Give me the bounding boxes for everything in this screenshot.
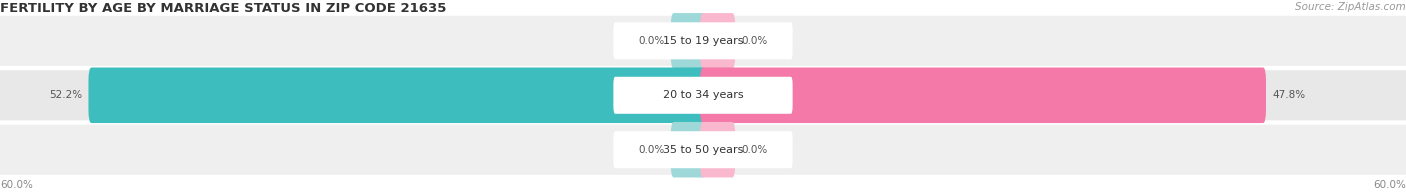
Text: 0.0%: 0.0% — [742, 36, 768, 46]
FancyBboxPatch shape — [671, 122, 706, 178]
FancyBboxPatch shape — [89, 67, 706, 123]
FancyBboxPatch shape — [0, 70, 1406, 120]
Text: 0.0%: 0.0% — [638, 145, 665, 155]
Text: FERTILITY BY AGE BY MARRIAGE STATUS IN ZIP CODE 21635: FERTILITY BY AGE BY MARRIAGE STATUS IN Z… — [0, 2, 446, 15]
Text: 47.8%: 47.8% — [1272, 90, 1306, 100]
Text: Source: ZipAtlas.com: Source: ZipAtlas.com — [1295, 2, 1406, 12]
FancyBboxPatch shape — [700, 67, 1265, 123]
FancyBboxPatch shape — [613, 131, 793, 168]
Text: 35 to 50 years: 35 to 50 years — [662, 145, 744, 155]
FancyBboxPatch shape — [0, 125, 1406, 175]
Text: 0.0%: 0.0% — [742, 145, 768, 155]
Text: 60.0%: 60.0% — [1374, 180, 1406, 190]
FancyBboxPatch shape — [671, 13, 706, 69]
FancyBboxPatch shape — [700, 122, 735, 178]
Text: 52.2%: 52.2% — [49, 90, 82, 100]
Text: 20 to 34 years: 20 to 34 years — [662, 90, 744, 100]
Text: 60.0%: 60.0% — [0, 180, 32, 190]
FancyBboxPatch shape — [613, 22, 793, 59]
FancyBboxPatch shape — [700, 13, 735, 69]
FancyBboxPatch shape — [0, 16, 1406, 66]
Text: 15 to 19 years: 15 to 19 years — [662, 36, 744, 46]
FancyBboxPatch shape — [613, 77, 793, 114]
Text: 0.0%: 0.0% — [638, 36, 665, 46]
